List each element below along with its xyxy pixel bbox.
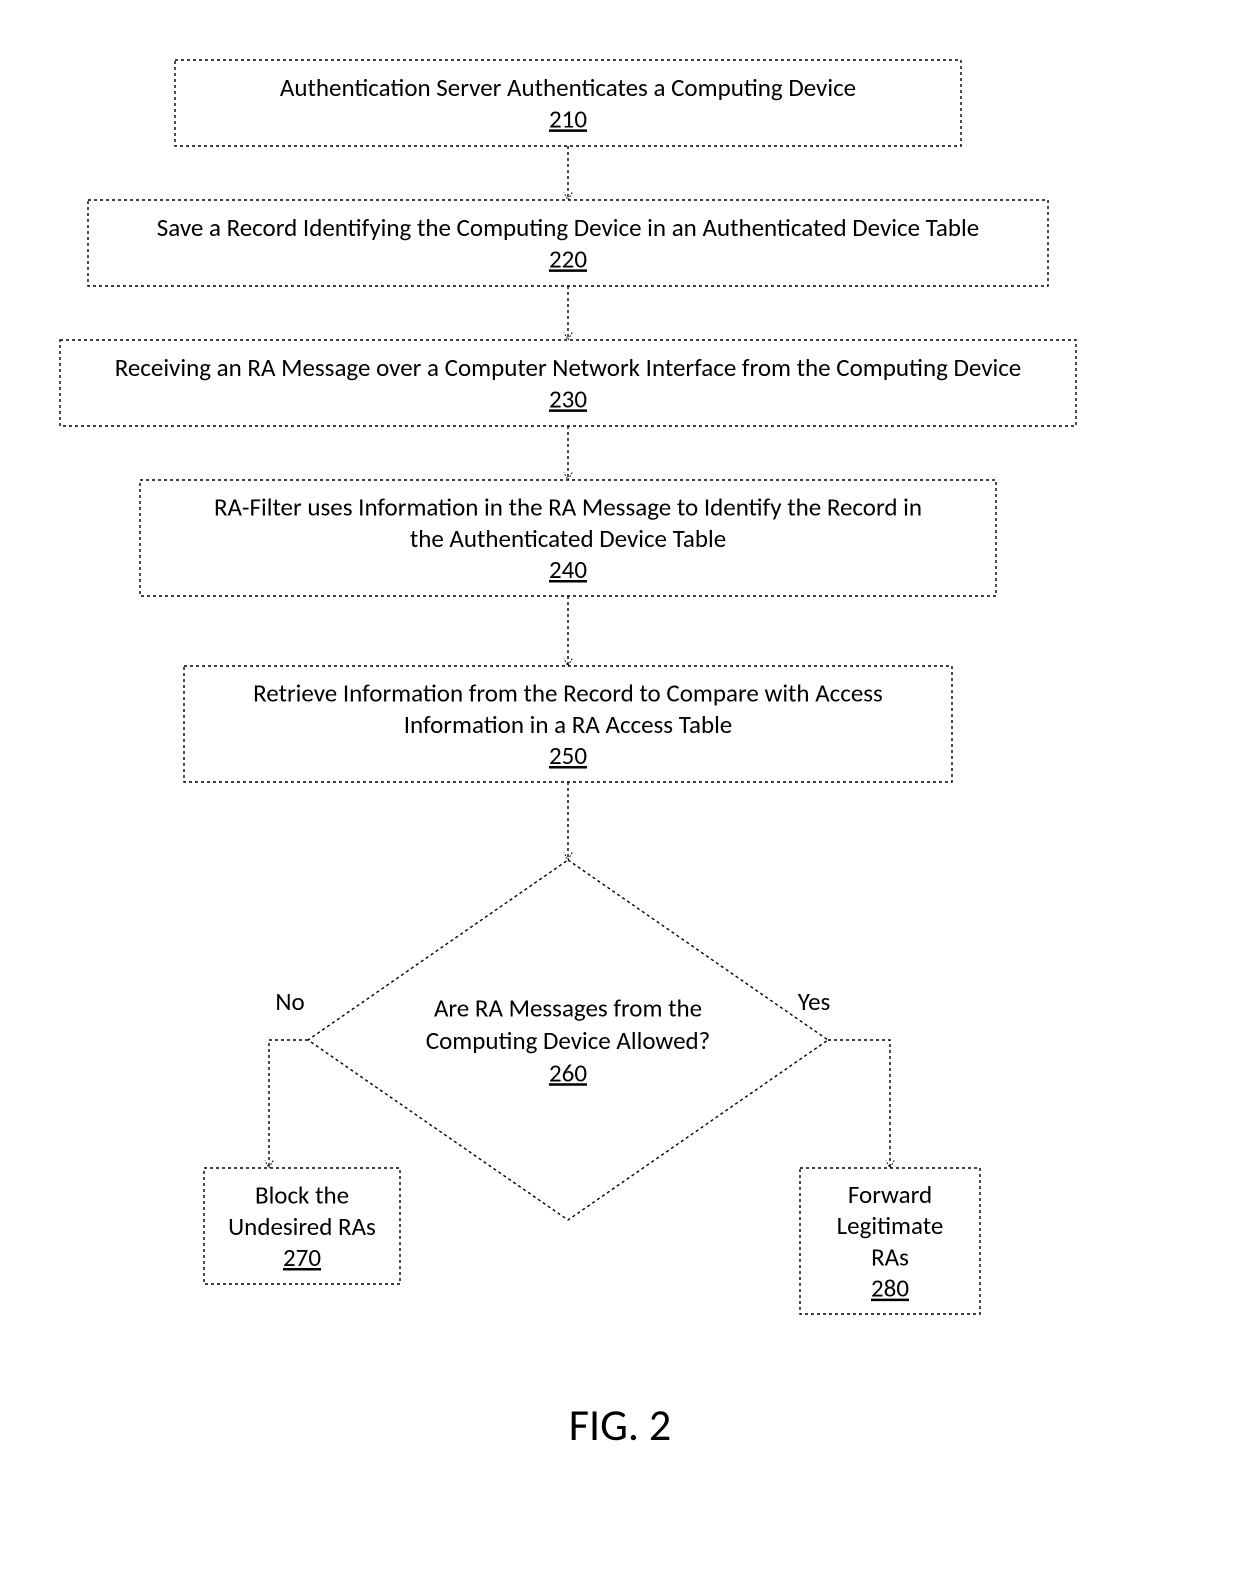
node-260-line-0: Are RA Messages from the <box>434 992 702 1023</box>
node-270: Block theUndesired RAs270 <box>204 1168 400 1284</box>
edge-label-no: No <box>275 986 304 1017</box>
node-220: Save a Record Identifying the Computing … <box>88 200 1048 286</box>
node-250-line-1: Information in a RA Access Table <box>404 709 733 740</box>
node-240-line-1: the Authenticated Device Table <box>410 523 726 554</box>
node-210: Authentication Server Authenticates a Co… <box>175 60 961 146</box>
node-220-line-0: Save a Record Identifying the Computing … <box>157 212 979 243</box>
node-280-line-0: Forward <box>848 1179 932 1210</box>
node-220-ref: 220 <box>549 243 587 274</box>
edge-label-yes: Yes <box>798 986 831 1017</box>
node-230: Receiving an RA Message over a Computer … <box>60 340 1076 426</box>
edge-n260-n270: No <box>269 986 308 1168</box>
node-270-line-0: Block the <box>255 1180 349 1211</box>
node-210-ref: 210 <box>549 103 587 134</box>
node-260-ref: 260 <box>549 1057 587 1088</box>
node-270-ref: 270 <box>283 1242 321 1273</box>
node-280-line-1: Legitimate <box>837 1210 944 1241</box>
node-240: RA-Filter uses Information in the RA Mes… <box>140 480 996 596</box>
node-280-ref: 280 <box>871 1273 909 1304</box>
node-240-line-0: RA-Filter uses Information in the RA Mes… <box>214 492 922 523</box>
node-250-ref: 250 <box>549 740 587 771</box>
node-260: Are RA Messages from theComputing Device… <box>308 860 828 1220</box>
node-280: ForwardLegitimateRAs280 <box>800 1168 980 1314</box>
node-250-line-0: Retrieve Information from the Record to … <box>253 678 883 709</box>
node-250: Retrieve Information from the Record to … <box>184 666 952 782</box>
node-230-ref: 230 <box>549 383 587 414</box>
figure-label: FIG. 2 <box>569 1398 671 1452</box>
node-270-line-1: Undesired RAs <box>228 1211 376 1242</box>
node-240-ref: 240 <box>549 554 587 585</box>
node-210-line-0: Authentication Server Authenticates a Co… <box>280 72 856 103</box>
node-230-line-0: Receiving an RA Message over a Computer … <box>115 352 1022 383</box>
edge-n260-n280: Yes <box>798 986 890 1168</box>
node-260-line-1: Computing Device Allowed? <box>426 1025 710 1056</box>
node-280-line-2: RAs <box>871 1241 909 1272</box>
